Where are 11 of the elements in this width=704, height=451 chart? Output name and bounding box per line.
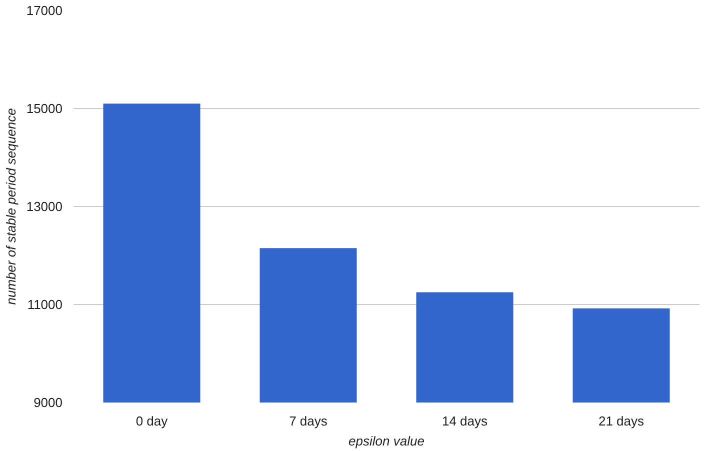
y-tick-label: 13000 (26, 199, 63, 214)
x-axis-title: epsilon value (348, 434, 424, 448)
x-tick-label: 21 days (598, 414, 645, 428)
y-tick-label: 11000 (27, 297, 62, 312)
y-tick-label: 15000 (26, 101, 63, 116)
y-tick-label: 9000 (34, 395, 62, 410)
y-tick-label: 17000 (26, 3, 63, 18)
x-tick-label: 14 days (442, 414, 488, 428)
y-axis-title: number of stable period sequence (3, 108, 18, 305)
x-tick-label: 7 days (289, 414, 328, 428)
x-tick-label: 0 day (136, 414, 168, 428)
